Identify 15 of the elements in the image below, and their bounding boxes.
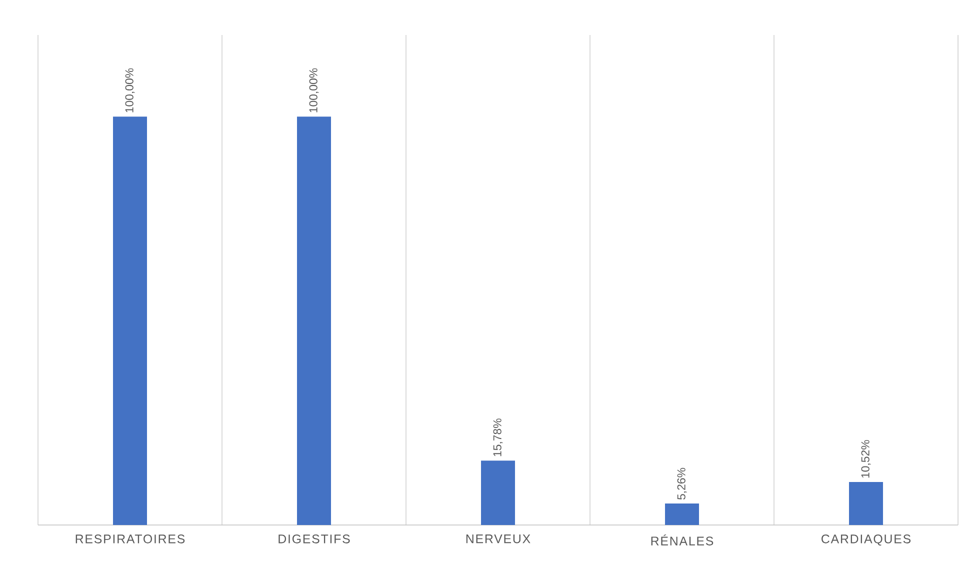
x-tick-label: CARDIAQUES: [822, 534, 911, 546]
data-label: 10,52%: [861, 440, 871, 478]
bar: [849, 482, 884, 525]
x-tick-label: NERVEUX: [466, 534, 530, 544]
data-label: 100,00%: [125, 68, 135, 112]
data-label: 5,26%: [677, 468, 687, 500]
bar: [297, 116, 331, 525]
bar: [113, 116, 147, 525]
x-tick-label: RÉNALES: [651, 534, 714, 546]
x-tick-label: DIGESTIFS: [278, 534, 350, 544]
x-tick-label: RESPIRATOIRES: [76, 534, 185, 544]
bar: [665, 504, 700, 525]
data-label: 100,00%: [309, 68, 319, 112]
bar: [481, 460, 516, 525]
data-label: 15,78%: [493, 418, 503, 456]
